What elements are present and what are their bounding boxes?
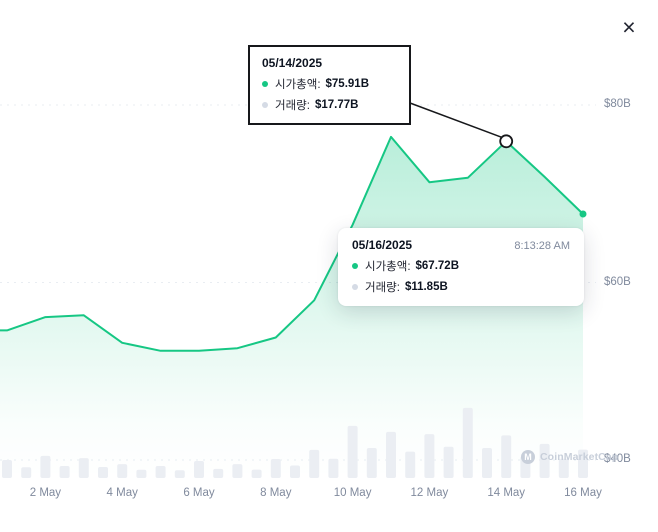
tooltip-hover: 05/16/2025 8:13:28 AM 시가총액: $67.72B 거래량:… [338,228,584,306]
market-cap-row: 시가총액: $75.91B [262,76,397,92]
volume-label: 거래량: [275,100,310,112]
volume-bar [232,464,243,478]
tooltip-pinned: 05/14/2025 시가총액: $75.91B 거래량: $17.77B [248,45,411,125]
tooltip-header: 05/16/2025 8:13:28 AM [352,238,570,252]
x-axis-label: 8 May [260,487,292,499]
selected-point-marker[interactable] [499,134,514,149]
volume-bar [386,431,396,478]
volume-bar [174,470,185,478]
market-cap-value: $67.72B [415,260,459,272]
volume-dot-icon [352,284,358,290]
volume-label: 거래량: [365,282,400,294]
volume-row: 거래량: $17.77B [262,97,397,113]
market-cap-row: 시가총액: $67.72B [352,258,570,274]
volume-bar [2,460,12,478]
y-axis-label: $60B [604,275,631,288]
volume-bar [117,464,128,478]
volume-bar [405,451,416,478]
x-axis-label: 14 May [487,487,526,499]
volume-bar [270,459,281,478]
y-axis-label: $80B [604,98,631,110]
market-cap-dot-icon [352,263,358,269]
market-cap-value: $75.91B [325,78,369,90]
y-axis-label: $40B [604,453,631,465]
volume-bar [155,466,166,478]
volume-bar [443,446,454,478]
volume-dot-icon [262,102,268,108]
volume-bar [309,449,320,478]
volume-bar [501,435,512,478]
volume-bar [136,469,147,478]
volume-bar [21,467,32,478]
tooltip-header: 05/14/2025 [262,56,397,70]
tooltip-time: 8:13:28 AM [514,240,570,252]
volume-bar [482,448,492,478]
volume-bar [40,455,51,478]
volume-bar [462,407,473,478]
tooltip-date: 05/16/2025 [352,238,413,252]
x-axis-label: 12 May [410,487,449,499]
market-cap-line [0,135,584,352]
volume-bar [194,461,204,478]
market-cap-label: 시가총액: [365,261,411,273]
market-cap-dot-icon [262,81,268,87]
tooltip-connector-line [409,102,502,139]
x-axis-label: 4 May [106,487,138,499]
market-cap-label: 시가총액: [275,79,321,91]
volume-bar [539,443,550,478]
volume-value: $17.77B [314,99,359,111]
volume-bar [347,425,358,478]
volume-bar [290,465,300,478]
volume-bar [213,468,224,478]
volume-bar [98,467,108,478]
line-end-dot [579,210,587,218]
x-axis-label: 2 May [29,487,62,499]
volume-bar [578,449,588,478]
volume-bar [328,458,339,478]
volume-bar [366,448,377,478]
volume-row: 거래량: $11.85B [352,279,570,295]
coinmarketcap-watermark: M CoinMarketCap [521,450,618,464]
x-axis-label: 10 May [333,487,372,499]
close-button[interactable]: × [614,12,644,42]
volume-value: $11.85B [404,281,448,293]
tooltip-date: 05/14/2025 [262,56,323,70]
x-axis-label: 16 May [564,487,602,499]
volume-bar [59,466,70,478]
watermark-text: CoinMarketCap [540,451,619,463]
volume-bar [251,469,262,478]
volume-bar [424,434,435,478]
market-cap-area [0,136,583,478]
volume-bar [78,458,89,478]
volume-bar [558,458,569,478]
x-axis-label: 6 May [183,487,215,499]
coinmarketcap-logo-icon: M [521,450,535,464]
